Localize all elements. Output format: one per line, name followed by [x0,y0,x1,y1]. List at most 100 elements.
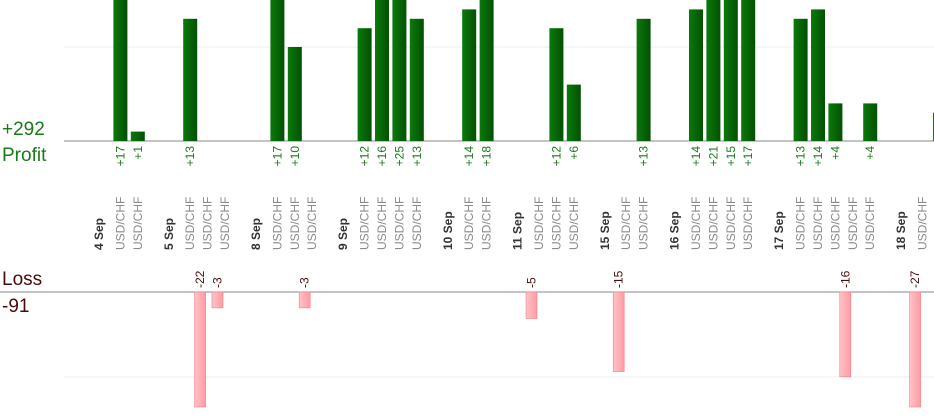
profit-value-label: +17 [270,146,284,167]
date-label: 4 Sep [92,218,106,250]
profit-value-label: +13 [794,146,808,167]
profit-label: Profit [2,145,47,166]
pair-label: USD/CHF [358,197,372,250]
loss-value-label: -5 [525,277,539,288]
profit-value-label: +25 [392,146,406,167]
pair-label: USD/CHF [794,197,808,250]
loss-bar [525,291,538,319]
pair-label: USD/CHF [549,197,563,250]
profit-bar [793,18,808,141]
loss-value-label: -22 [193,270,207,288]
profit-bar [462,9,477,142]
profit-bar [270,0,285,141]
pair-label: USD/CHF [305,197,319,250]
profit-value-label: +14 [689,146,703,167]
pair-label: USD/CHF [689,197,703,250]
profit-value-label: +13 [183,146,197,167]
profit-bar [392,0,407,141]
pair-label: USD/CHF [218,197,232,250]
pair-label: USD/CHF [532,197,546,250]
profit-bar [863,103,878,141]
date-label: 8 Sep [249,218,263,250]
loss-bar [211,291,224,309]
profit-value-label: +13 [410,146,424,167]
pair-label: USD/CHF [183,197,197,250]
profit-bar [130,131,145,141]
pair-label: USD/CHF [201,197,215,250]
profit-value-label: +4 [828,146,842,160]
profit-bar [828,103,843,141]
pair-label: USD/CHF [392,197,406,250]
date-label: 9 Sep [336,218,350,250]
loss-value-label: -3 [298,277,312,288]
profit-value-label: +17 [113,146,127,167]
profit-value-label: +14 [462,146,476,167]
profit-value-label: +15 [724,146,738,167]
date-label: 17 Sep [772,211,786,250]
profit-bar [689,9,703,142]
loss-value-label: -3 [211,277,225,288]
pair-label: USD/CHF [846,197,860,250]
pair-label: USD/CHF [637,197,651,250]
profit-value-label: +14 [811,146,825,167]
profit-bar [723,0,738,141]
date-label: 16 Sep [668,211,682,250]
profit-value-label: +1 [131,146,145,160]
profit-bar [479,0,494,141]
pair-label: USD/CHF [480,197,494,250]
date-label: 18 Sep [894,211,908,250]
loss-label: Loss [2,269,43,290]
profit-value-label: +4 [863,146,877,160]
profit-total: +292 [2,119,45,140]
pair-label: USD/CHF [863,197,877,250]
profit-bar [811,9,825,142]
pair-label: USD/CHF [828,197,842,250]
profit-value-label: +10 [288,146,302,167]
pair-label: USD/CHF [741,197,755,250]
pair-label: USD/CHF [916,197,930,250]
pair-label: USD/CHF [113,197,127,250]
profit-value-label: +21 [706,146,720,167]
loss-bar [909,291,921,408]
profit-bar [113,0,128,141]
pair-label: USD/CHF [375,197,389,250]
profit-bar [287,47,302,141]
pair-label: USD/CHF [462,197,476,250]
pair-label: USD/CHF [270,197,284,250]
pair-label: USD/CHF [706,197,720,250]
loss-bar [612,291,625,372]
date-label: 10 Sep [441,211,455,250]
pair-label: USD/CHF [131,197,145,250]
loss-value-label: -27 [908,270,922,288]
profit-value-label: +13 [637,146,651,167]
profit-value-label: +18 [480,146,494,167]
loss-value-label: -15 [612,270,626,288]
profit-value-label: +16 [375,146,389,167]
profit-bar [636,18,651,141]
date-label: 11 Sep [511,212,525,250]
loss-bar [194,291,206,408]
profit-bar [375,0,389,141]
profit-value-label: +6 [567,146,581,160]
profit-bar [566,84,581,141]
profit-bar [183,18,198,141]
pair-label: USD/CHF [288,197,302,250]
date-label: 15 Sep [598,211,612,250]
pair-label: USD/CHF [410,197,424,250]
profit-bar [357,28,372,142]
loss-total: -91 [2,296,30,317]
profit-bar [409,18,424,141]
profit-bar [706,0,721,141]
profit-value-label: +12 [358,146,372,167]
loss-bar [298,291,311,309]
pair-label: USD/CHF [619,197,633,250]
profit-value-label: +17 [741,146,755,167]
pair-label: USD/CHF [724,197,738,250]
pair-label: USD/CHF [811,197,825,250]
profit-bar [741,0,756,141]
loss-value-label: -16 [838,270,852,288]
profit-value-label: +12 [549,146,563,167]
loss-bar [839,291,852,378]
pair-label: USD/CHF [567,197,581,250]
